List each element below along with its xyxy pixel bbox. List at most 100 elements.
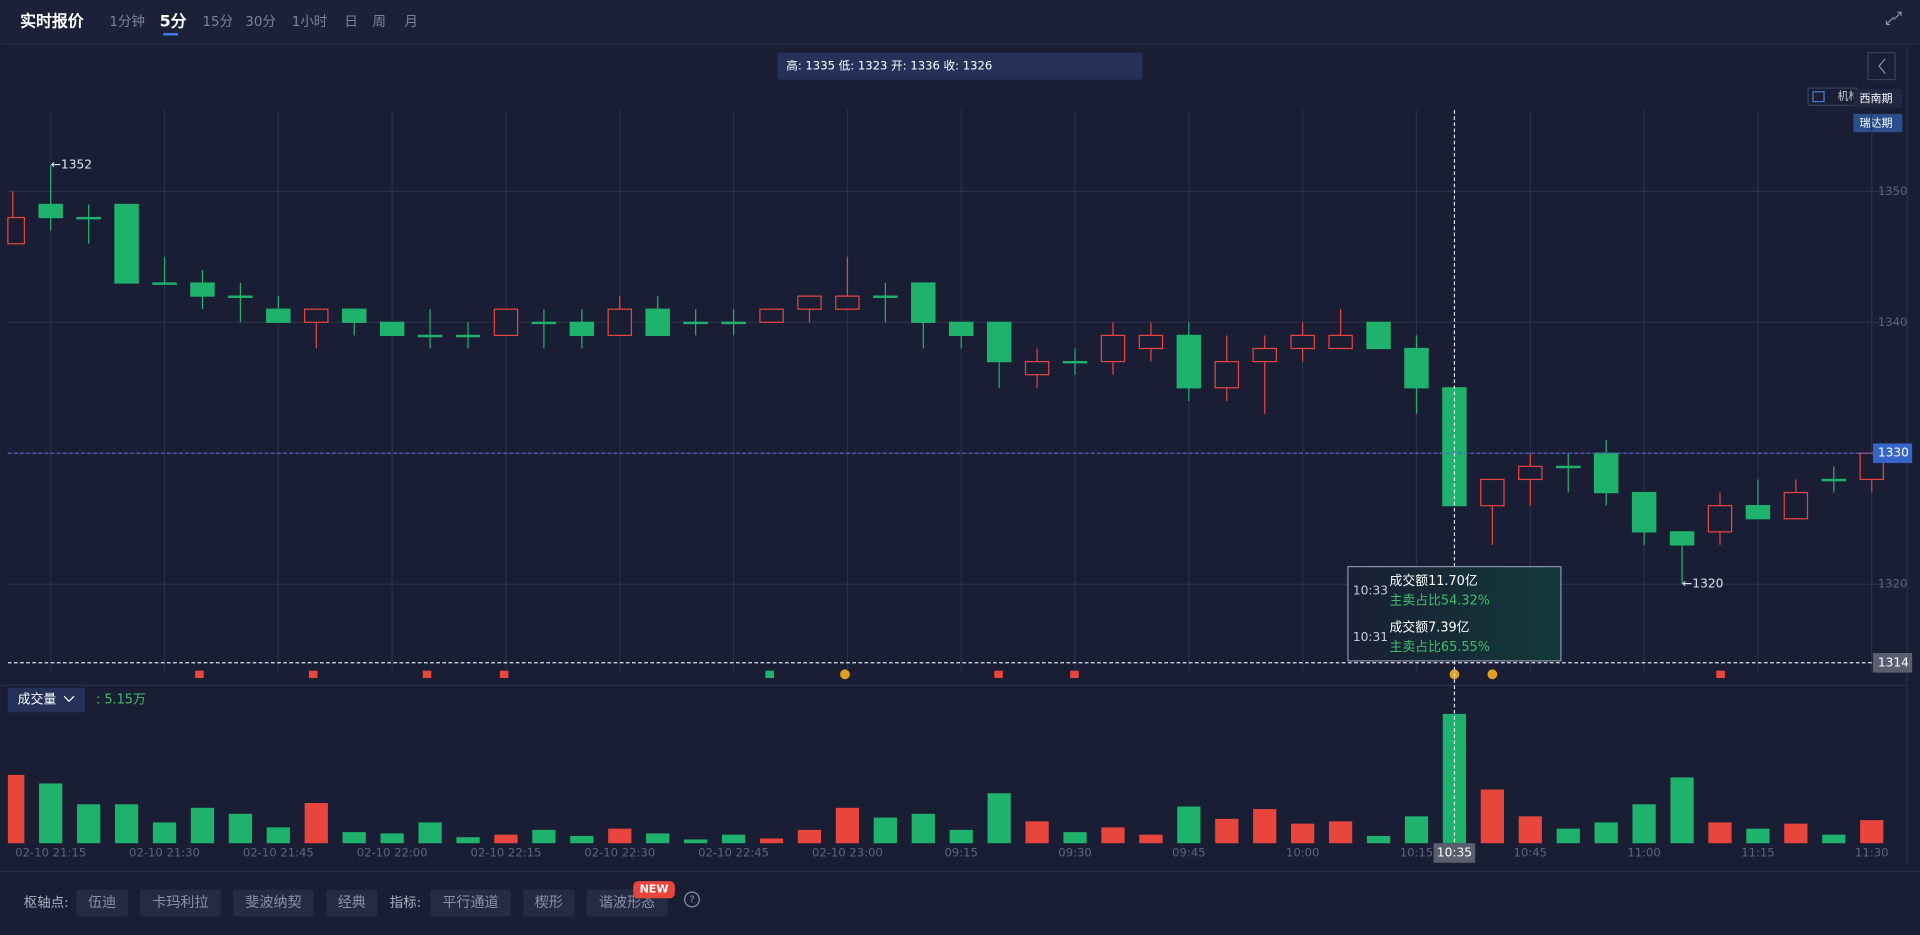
volume-bar (949, 829, 973, 844)
tooltip-time: 10:33 (1353, 584, 1388, 598)
volume-bar (835, 807, 860, 844)
volume-bar (911, 813, 935, 844)
page-title[interactable]: 实时报价 (20, 12, 84, 31)
pivot-button[interactable] (326, 889, 378, 917)
event-marker[interactable] (1487, 669, 1498, 680)
period-tab[interactable]: 1分钟 (109, 13, 144, 30)
volume-bar (721, 834, 746, 844)
dropdown-arrow (63, 695, 75, 703)
candle-body (1707, 505, 1733, 533)
event-marker[interactable] (1070, 670, 1079, 678)
candle-body (1138, 334, 1164, 350)
candle-body (379, 321, 405, 337)
period-tab[interactable]: 30分 (245, 14, 276, 30)
collapse-icon[interactable] (1885, 11, 1902, 26)
event-marker[interactable] (840, 669, 850, 680)
volume-bar (1480, 789, 1504, 844)
help-label: ? (689, 895, 694, 906)
pivot-button[interactable] (233, 889, 314, 917)
period-tab[interactable]: 周 (373, 15, 386, 30)
volume-bar (1063, 832, 1087, 844)
period-tab[interactable]: 5分 (160, 12, 187, 31)
volume-bar (1518, 816, 1542, 844)
candle-body (1745, 505, 1771, 520)
indicator-button[interactable] (523, 889, 575, 917)
info-bar (777, 52, 1143, 80)
candle-body (7, 216, 25, 245)
period-tab[interactable]: 1小时 (292, 14, 327, 30)
tooltip-amount: 成交额7.39亿 (1390, 619, 1470, 635)
pivot-label: 经典 (338, 895, 366, 911)
candle-body (76, 216, 101, 220)
event-marker[interactable] (499, 670, 509, 678)
indicator-button[interactable] (430, 889, 511, 917)
candle-body (1100, 334, 1126, 363)
pivot-button[interactable] (140, 889, 221, 917)
tab-underline (163, 33, 178, 36)
toolbar-label: 指标: (390, 895, 421, 911)
candle-body (1593, 452, 1619, 494)
indicator-label: 平行通道 (442, 895, 498, 911)
y-tick-label: 1340 (1878, 315, 1908, 329)
period-tab[interactable]: 15分 (202, 14, 233, 30)
period-tab[interactable]: 月 (404, 15, 417, 30)
volume-bar (570, 835, 594, 844)
candle-body (1214, 360, 1240, 389)
crosshair-time-box (1433, 843, 1476, 863)
event-marker[interactable] (1716, 670, 1725, 678)
candle-body (1821, 478, 1847, 482)
volume-readout: : 5.15万 (96, 693, 146, 708)
candle-body (569, 321, 595, 337)
volume-bar (532, 829, 556, 844)
x-tick-label: 11:00 (1627, 846, 1660, 860)
x-tick-label: 02-10 22:00 (357, 846, 428, 860)
pivot-button[interactable] (76, 889, 128, 917)
help-icon[interactable] (684, 891, 700, 908)
volume-bar (494, 834, 518, 844)
event-marker[interactable] (994, 670, 1003, 678)
candle-body (873, 295, 898, 298)
volume-bar (1632, 804, 1656, 844)
side-panel-toggle[interactable] (1867, 52, 1896, 81)
info-bar-text: 高: 1335 低: 1323 开: 1336 收: 1326 (786, 59, 992, 73)
tooltip-ratio: 主卖占比54.32% (1390, 593, 1490, 608)
candle-body (1783, 491, 1809, 520)
candle-body (759, 308, 784, 323)
event-marker[interactable] (765, 670, 774, 678)
volume-bar (342, 832, 366, 844)
broker-box[interactable] (1853, 89, 1903, 108)
x-tick-label: 09:45 (1172, 846, 1205, 860)
volume-bar (1328, 821, 1353, 844)
volume-bar (190, 807, 215, 844)
candle-body (266, 308, 291, 323)
candle-body (190, 282, 215, 297)
event-marker[interactable] (422, 670, 432, 678)
pivot-label: 伍迪 (88, 895, 116, 911)
candle-body (1328, 334, 1353, 350)
volume-selector[interactable] (7, 687, 85, 713)
candle-body (721, 321, 746, 325)
volume-bar (1139, 834, 1163, 844)
candle-body (341, 308, 367, 323)
x-tick-label: 02-10 22:30 (584, 846, 655, 860)
candle-body (645, 308, 670, 337)
candle-body (835, 295, 860, 310)
period-tab[interactable]: 日 (344, 15, 357, 30)
volume-bar (152, 822, 177, 844)
tooltip-ratio: 主卖占比65.55% (1390, 640, 1490, 655)
candle-body (607, 308, 633, 337)
volume-bar (1215, 818, 1239, 844)
broker-box[interactable] (1853, 113, 1903, 133)
event-marker[interactable] (195, 670, 204, 678)
volume-bar (1746, 828, 1770, 844)
candle-body (1366, 321, 1391, 350)
event-markers (195, 669, 1725, 680)
event-marker[interactable] (308, 670, 318, 678)
new-badge (633, 881, 675, 899)
low-annotation: ←1320 (1682, 577, 1723, 591)
volume-bar (1366, 835, 1391, 844)
candle-body (1669, 531, 1695, 546)
tooltip-time: 10:31 (1353, 630, 1388, 644)
candle-body (948, 321, 974, 337)
